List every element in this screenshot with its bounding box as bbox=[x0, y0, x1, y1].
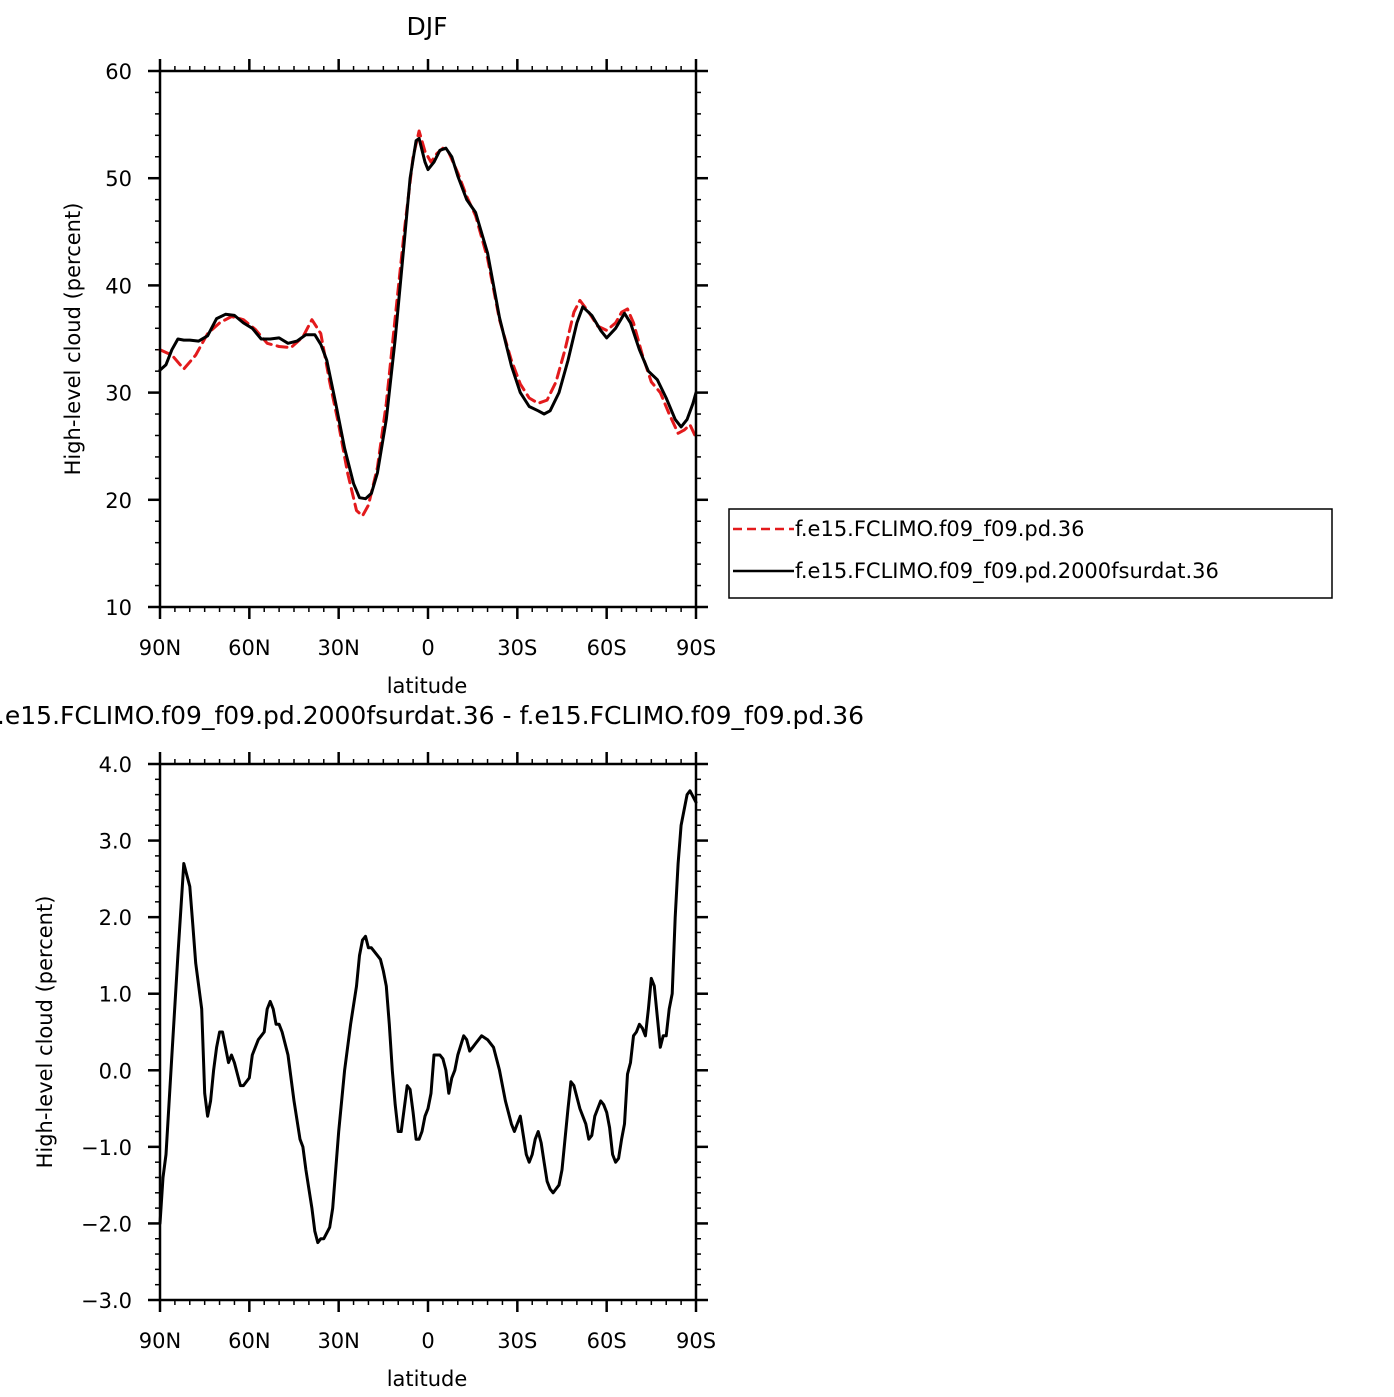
x-tick-label: 60S bbox=[587, 636, 627, 660]
x-tick-label: 30N bbox=[317, 1329, 359, 1353]
x-tick-label: 0 bbox=[421, 636, 434, 660]
legend: f.e15.FCLIMO.f09_f09.pd.36 f.e15.FCLIMO.… bbox=[728, 508, 1333, 599]
top-panel: DJF 10 20 30 40 50 60 90N 60N 30N 0 30S 60S 90S lati… bbox=[61, 12, 716, 698]
top-axes-ticks: 10 20 30 40 50 60 90N 60N 30N 0 30S 60S 90S bbox=[105, 59, 716, 660]
x-tick-label: 30N bbox=[317, 636, 359, 660]
legend-entry-1: f.e15.FCLIMO.f09_f09.pd.36 bbox=[795, 517, 1084, 542]
bottom-axes-ticks: −3.0 −2.0 −1.0 0.0 1.0 2.0 3.0 4.0 90N 60N 30N 0 30S… bbox=[81, 752, 716, 1353]
y-tick-label: 20 bbox=[105, 489, 132, 513]
y-tick-label: 10 bbox=[105, 596, 132, 620]
x-tick-label: 90S bbox=[676, 636, 716, 660]
y-tick-label: 3.0 bbox=[99, 830, 132, 854]
y-tick-label: 2.0 bbox=[99, 906, 132, 930]
bottom-plot-frame bbox=[158, 762, 698, 1302]
legend-entry-2: f.e15.FCLIMO.f09_f09.pd.2000fsurdat.36 bbox=[795, 559, 1219, 584]
x-tick-label: 60N bbox=[228, 1329, 270, 1353]
x-tick-label: 30S bbox=[497, 636, 537, 660]
top-chart-title: DJF bbox=[406, 12, 447, 41]
x-tick-label: 0 bbox=[421, 1329, 434, 1353]
top-plot-area bbox=[158, 129, 698, 518]
y-tick-label: 30 bbox=[105, 382, 132, 406]
y-tick-label: 50 bbox=[105, 167, 132, 191]
bottom-series-line-1 bbox=[158, 789, 698, 1245]
bottom-chart-title: f.e15.FCLIMO.f09_f09.pd.2000fsurdat.36 -… bbox=[0, 701, 864, 730]
x-tick-label: 30S bbox=[497, 1329, 537, 1353]
x-tick-label: 90N bbox=[139, 636, 181, 660]
bottom-plot-area bbox=[158, 789, 698, 1245]
bottom-panel: f.e15.FCLIMO.f09_f09.pd.2000fsurdat.36 -… bbox=[0, 701, 864, 1391]
y-tick-label: 60 bbox=[105, 60, 132, 84]
bottom-y-axis-label: High-level cloud (percent) bbox=[33, 896, 57, 1169]
y-tick-label: 1.0 bbox=[99, 983, 132, 1007]
top-x-axis-label: latitude bbox=[387, 674, 468, 698]
y-tick-label: 4.0 bbox=[99, 753, 132, 777]
x-tick-label: 90S bbox=[676, 1329, 716, 1353]
x-tick-label: 90N bbox=[139, 1329, 181, 1353]
x-tick-label: 60S bbox=[587, 1329, 627, 1353]
top-series-line-1 bbox=[158, 129, 698, 518]
top-plot-frame bbox=[158, 69, 698, 609]
y-tick-label: −2.0 bbox=[81, 1212, 132, 1236]
y-tick-label: 40 bbox=[105, 274, 132, 298]
x-tick-label: 60N bbox=[228, 636, 270, 660]
top-series-line-2 bbox=[158, 137, 698, 501]
y-tick-label: −1.0 bbox=[81, 1136, 132, 1160]
bottom-x-axis-label: latitude bbox=[387, 1367, 468, 1391]
top-y-axis-label: High-level cloud (percent) bbox=[61, 203, 85, 476]
y-tick-label: 0.0 bbox=[99, 1059, 132, 1083]
legend-box bbox=[728, 508, 1333, 599]
y-tick-label: −3.0 bbox=[81, 1289, 132, 1313]
